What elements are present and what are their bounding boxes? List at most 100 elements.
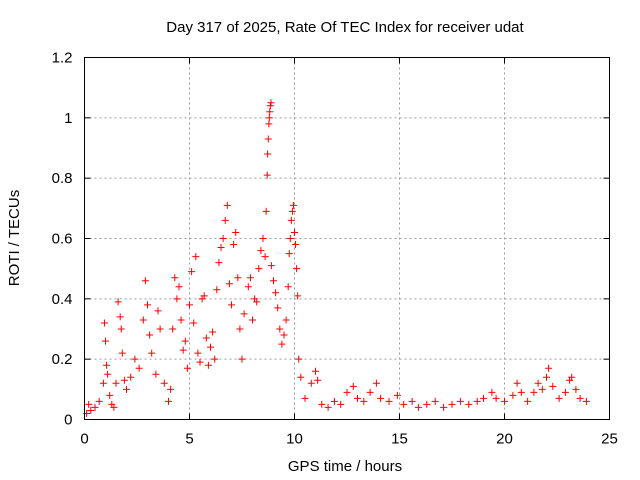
data-point: [240, 310, 248, 318]
data-point: [291, 228, 298, 236]
data-point: [249, 316, 256, 324]
x-tick-label: 5: [185, 431, 193, 448]
data-point: [232, 228, 240, 236]
y-axis-label: ROTI / TECUs: [6, 190, 23, 286]
x-tick-label: 15: [391, 431, 408, 448]
data-point: [215, 259, 223, 267]
data-point: [307, 379, 315, 387]
data-point: [274, 304, 282, 312]
x-tick-labels: 0 5 10 15 20 25: [80, 431, 618, 448]
data-point: [213, 286, 221, 294]
data-point: [181, 337, 189, 345]
data-point: [377, 394, 385, 402]
y-tick-label: 0.4: [52, 291, 73, 308]
data-point: [103, 361, 111, 369]
data-point: [276, 325, 284, 333]
grid-lines: [84, 57, 610, 420]
data-point: [265, 120, 273, 128]
data-point: [179, 346, 187, 354]
data-point: [270, 277, 277, 285]
data-point: [100, 319, 108, 327]
data-point: [568, 373, 576, 381]
data-point: [131, 355, 139, 363]
data-point: [266, 102, 274, 110]
data-point: [219, 235, 227, 242]
data-point: [110, 403, 118, 411]
data-point: [538, 385, 546, 393]
data-point: [295, 355, 303, 363]
data-point: [173, 295, 181, 303]
data-point: [114, 298, 122, 306]
data-point: [194, 349, 202, 357]
x-tick-label: 25: [601, 431, 618, 448]
data-point: [330, 397, 338, 405]
data-point: [246, 274, 254, 282]
data-point: [285, 250, 293, 258]
data-point: [534, 379, 542, 387]
data-point: [175, 283, 183, 291]
data-point: [264, 135, 272, 143]
data-point: [202, 334, 210, 342]
data-point: [141, 277, 149, 285]
data-point: [112, 379, 120, 387]
x-tick-label: 10: [286, 431, 303, 448]
y-tick-labels: 0 0.2 0.4 0.6 0.8 1 1.2: [52, 50, 73, 429]
data-point: [513, 379, 521, 387]
data-point: [287, 216, 295, 224]
data-point: [393, 391, 401, 399]
data-point: [337, 400, 345, 408]
data-point: [146, 331, 154, 339]
data-point: [292, 241, 300, 249]
data-point: [144, 301, 151, 309]
data-point: [408, 397, 416, 405]
y-tick-label: 1.2: [52, 50, 73, 67]
data-point: [192, 253, 200, 261]
data-point: [244, 283, 252, 291]
data-point: [280, 331, 288, 339]
x-tick-label: 20: [496, 431, 513, 448]
x-tick-label: 0: [80, 431, 88, 448]
data-point: [200, 292, 208, 300]
data-point: [257, 247, 265, 255]
data-point: [223, 201, 231, 209]
data-point: [139, 316, 147, 324]
data-point: [312, 367, 319, 375]
data-point: [431, 397, 439, 405]
data-point: [314, 376, 322, 384]
data-point: [543, 373, 550, 381]
data-point: [87, 406, 95, 414]
x-axis-label: GPS time / hours: [288, 458, 402, 475]
data-point: [576, 394, 584, 402]
data-point: [120, 376, 128, 384]
data-point: [230, 241, 238, 249]
data-point: [414, 403, 422, 411]
data-point: [156, 325, 164, 333]
data-point: [366, 388, 374, 396]
data-point: [465, 400, 473, 408]
data-point: [255, 265, 263, 273]
data-point: [343, 388, 351, 396]
data-point: [473, 397, 481, 405]
data-point: [196, 358, 204, 366]
data-point: [266, 108, 274, 116]
data-point: [288, 207, 296, 215]
data-point: [183, 364, 191, 372]
data-point: [236, 325, 244, 333]
data-point: [104, 370, 112, 378]
data-point: [360, 397, 368, 405]
y-tick-label: 0.6: [52, 231, 73, 248]
data-point: [190, 319, 198, 327]
data-point: [169, 325, 177, 333]
data-point: [177, 316, 185, 324]
data-point: [234, 274, 242, 282]
data-point: [188, 268, 196, 276]
data-point: [262, 207, 270, 215]
chart-title: Day 317 of 2025, Rate Of TEC Index for r…: [166, 19, 524, 36]
data-point: [264, 150, 272, 158]
data-point: [217, 244, 225, 252]
data-point: [572, 385, 580, 393]
data-point: [530, 388, 538, 396]
data-point: [549, 382, 557, 390]
data-point: [423, 400, 431, 408]
data-point: [238, 355, 246, 363]
